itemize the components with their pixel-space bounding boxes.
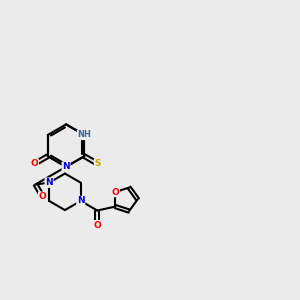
Text: O: O	[31, 159, 38, 168]
Text: N: N	[77, 196, 85, 206]
Text: S: S	[94, 159, 101, 168]
Text: NH: NH	[77, 130, 92, 140]
Text: N: N	[62, 162, 70, 171]
Text: O: O	[93, 221, 101, 230]
Text: O: O	[111, 188, 119, 196]
Text: N: N	[45, 178, 53, 187]
Text: O: O	[39, 192, 46, 201]
